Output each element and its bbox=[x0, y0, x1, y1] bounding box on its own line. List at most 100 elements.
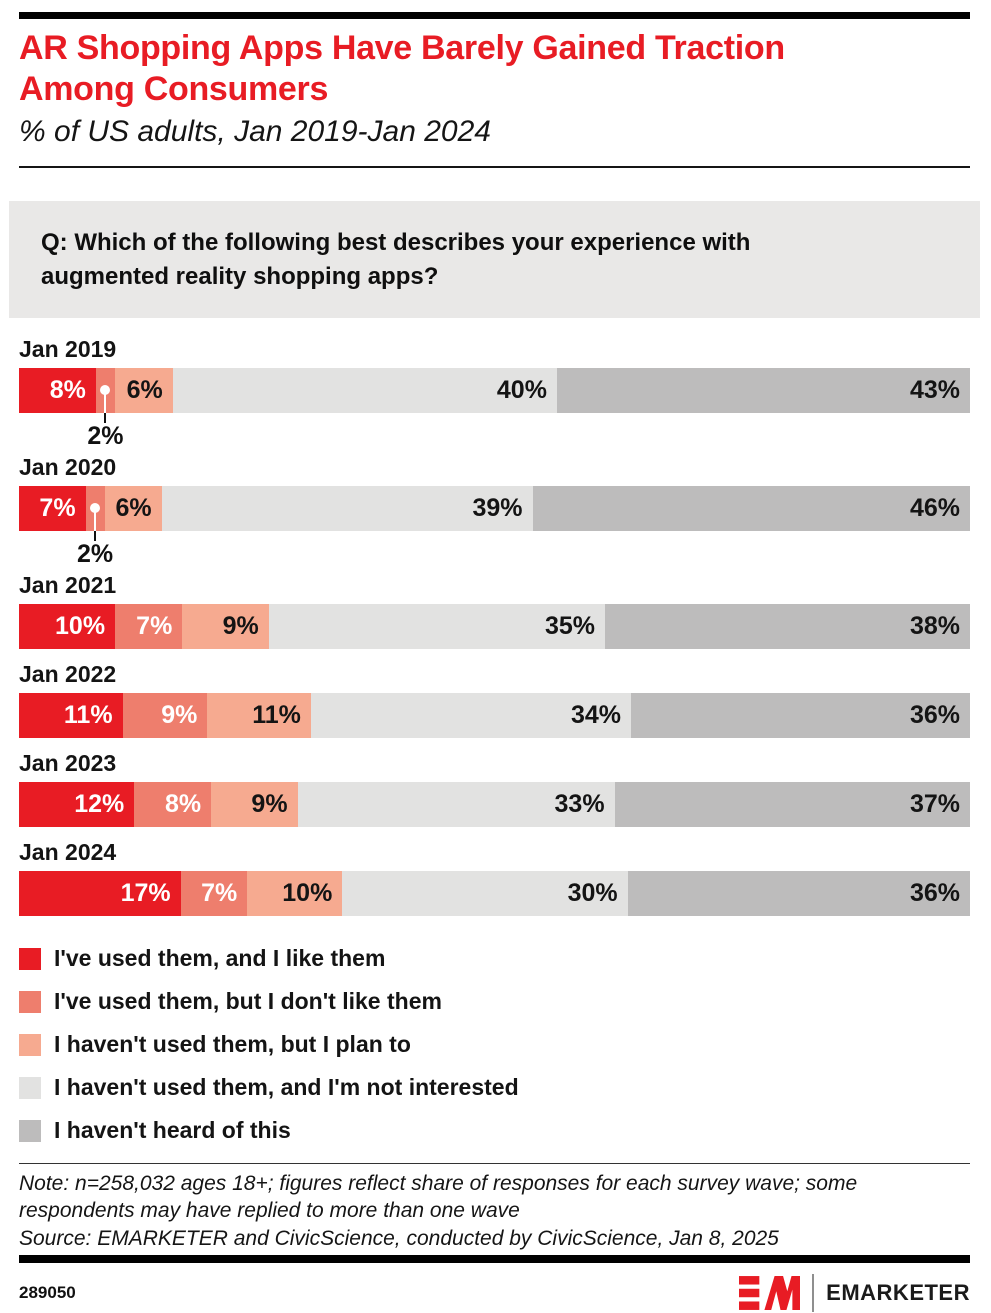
logo-divider bbox=[812, 1273, 815, 1312]
bar-segment: 6% bbox=[104, 485, 162, 531]
page-title: AR Shopping Apps Have Barely Gained Trac… bbox=[19, 28, 970, 110]
bar-group: Jan 2020 7% 2% 6% 39% 46% bbox=[19, 453, 970, 568]
bar-category-label: Jan 2022 bbox=[19, 660, 117, 687]
callout-dot-icon bbox=[90, 503, 101, 514]
bar-group: Jan 2022 11% 9% 11% 34% 36% bbox=[19, 660, 971, 738]
bar-category-label: Jan 2023 bbox=[19, 749, 117, 776]
legend-label: I haven't used them, but I plan to bbox=[54, 1031, 411, 1058]
segment-value-label: 43% bbox=[909, 375, 961, 404]
segment-value-label: 8% bbox=[49, 375, 86, 404]
note-rule bbox=[19, 1162, 970, 1164]
legend-swatch-icon bbox=[19, 990, 41, 1013]
bar-segment: 8% bbox=[19, 367, 96, 413]
stacked-bar: 8% 2% 6% 40% 43% bbox=[19, 367, 971, 450]
callout-line bbox=[94, 508, 97, 541]
stacked-bar: 7% 2% 6% 39% 46% bbox=[19, 485, 970, 568]
segment-value-label: 6% bbox=[115, 493, 152, 522]
segment-value-label: 46% bbox=[909, 493, 960, 522]
legend-swatch-icon bbox=[19, 1076, 41, 1099]
legend-item: I haven't used them, but I plan to bbox=[19, 1031, 970, 1059]
segment-value-label: 17% bbox=[120, 878, 171, 907]
stacked-bar: 12% 8% 9% 33% 37% bbox=[19, 781, 970, 827]
legend-label: I've used them, and I like them bbox=[54, 945, 386, 972]
segment-value-label: 10% bbox=[55, 611, 106, 640]
bar-group: Jan 2021 10% 7% 9% 35% 38% bbox=[19, 571, 971, 649]
bar-segment: 43% bbox=[556, 367, 971, 413]
bar-segment: 9% bbox=[182, 603, 269, 649]
legend-swatch-icon bbox=[19, 1033, 41, 1056]
page-title-line1: AR Shopping Apps Have Barely Gained Trac… bbox=[19, 29, 785, 67]
bar-segment: 40% bbox=[172, 367, 557, 413]
bar-segment: 2% bbox=[87, 367, 124, 450]
bar-category-label: Jan 2019 bbox=[19, 335, 117, 362]
segment-value-label: 36% bbox=[909, 878, 960, 907]
bar-segment: 39% bbox=[161, 485, 533, 531]
segment-value-label: 33% bbox=[554, 789, 605, 818]
bar-segment: 11% bbox=[19, 692, 123, 738]
callout-dot-icon bbox=[100, 385, 111, 396]
legend-item: I haven't used them, and I'm not interes… bbox=[19, 1074, 970, 1102]
bar-segment: 46% bbox=[532, 485, 970, 531]
segment-value-label: 6% bbox=[126, 375, 163, 404]
callout-value-label: 2% bbox=[87, 421, 124, 450]
bar-segment: 8% bbox=[134, 781, 212, 827]
bar-category-label: Jan 2024 bbox=[19, 838, 117, 865]
bar-segment: 17% bbox=[19, 870, 181, 916]
bar-segment: 10% bbox=[247, 870, 343, 916]
bar-segment: 11% bbox=[207, 692, 311, 738]
bar-group: Jan 2023 12% 8% 9% 33% 37% bbox=[19, 749, 970, 827]
segment-value-label: 7% bbox=[39, 493, 76, 522]
bar-segment: 6% bbox=[115, 367, 173, 413]
legend: I've used them, and I like them I've used… bbox=[19, 945, 970, 1145]
bar-segment: 35% bbox=[268, 603, 605, 649]
bar-segment: 36% bbox=[631, 692, 971, 738]
bar-segment: 36% bbox=[627, 870, 970, 916]
chart: Jan 2019 8% 2% 6% 40% 43% Jan 2020 7% 2% 6% 39% 46%… bbox=[19, 335, 971, 916]
segment-value-label: 11% bbox=[252, 700, 301, 729]
legend-item: I've used them, and I like them bbox=[19, 945, 970, 973]
segment-value-label: 39% bbox=[472, 493, 523, 522]
bar-segment: 2% bbox=[77, 485, 113, 568]
bar-segment: 7% bbox=[180, 870, 248, 916]
bar-segment: 9% bbox=[211, 781, 298, 827]
segment-value-label: 9% bbox=[161, 700, 198, 729]
page-title-line2: Among Consumers bbox=[19, 69, 329, 108]
segment-value-label: 38% bbox=[909, 611, 961, 640]
bar-segment: 9% bbox=[122, 692, 208, 738]
question-box: Q: Which of the following best describes… bbox=[9, 200, 980, 318]
em-mark-icon bbox=[739, 1275, 801, 1310]
segment-value-label: 12% bbox=[74, 789, 125, 818]
bar-category-label: Jan 2020 bbox=[19, 453, 117, 480]
segment-value-label: 36% bbox=[909, 700, 961, 729]
top-rule bbox=[19, 12, 970, 19]
legend-swatch-icon bbox=[19, 1119, 41, 1142]
segment-value-label: 30% bbox=[567, 878, 618, 907]
stacked-bar: 11% 9% 11% 34% 36% bbox=[19, 692, 971, 738]
segment-value-label: 37% bbox=[909, 789, 960, 818]
chart-subtitle: % of US adults, Jan 2019-Jan 2024 bbox=[19, 114, 491, 148]
bar-category-label: Jan 2021 bbox=[19, 571, 117, 598]
bar-group: Jan 2024 17% 7% 10% 30% 36% bbox=[19, 838, 970, 916]
bar-group: Jan 2019 8% 2% 6% 40% 43% bbox=[19, 335, 971, 450]
note-text-line1: Note: n=258,032 ages 18+; figures reflec… bbox=[19, 1171, 858, 1195]
bar-segment: 10% bbox=[19, 603, 116, 649]
bar-segment: 7% bbox=[115, 603, 183, 649]
legend-item: I've used them, but I don't like them bbox=[19, 988, 970, 1016]
header-rule bbox=[19, 165, 970, 168]
legend-swatch-icon bbox=[19, 947, 41, 970]
emarketer-logo: EMARKETER bbox=[739, 1273, 970, 1312]
segment-value-label: 7% bbox=[136, 611, 173, 640]
logo-wordmark: EMARKETER bbox=[826, 1279, 970, 1305]
legend-item: I haven't heard of this bbox=[19, 1117, 970, 1145]
segment-value-label: 9% bbox=[222, 611, 259, 640]
legend-label: I haven't heard of this bbox=[54, 1117, 291, 1144]
segment-value-label: 9% bbox=[251, 789, 288, 818]
segment-value-label: 40% bbox=[496, 375, 547, 404]
bar-segment: 37% bbox=[614, 781, 970, 827]
question-text-line2: augmented reality shopping apps? bbox=[41, 262, 439, 290]
notes-block: Note: n=258,032 ages 18+; figures reflec… bbox=[19, 1170, 970, 1253]
bar-segment: 7% bbox=[19, 485, 86, 531]
bar-segment: 38% bbox=[604, 603, 971, 649]
legend-label: I haven't used them, and I'm not interes… bbox=[54, 1074, 519, 1101]
source-text: Source: EMARKETER and CivicScience, cond… bbox=[19, 1227, 779, 1250]
